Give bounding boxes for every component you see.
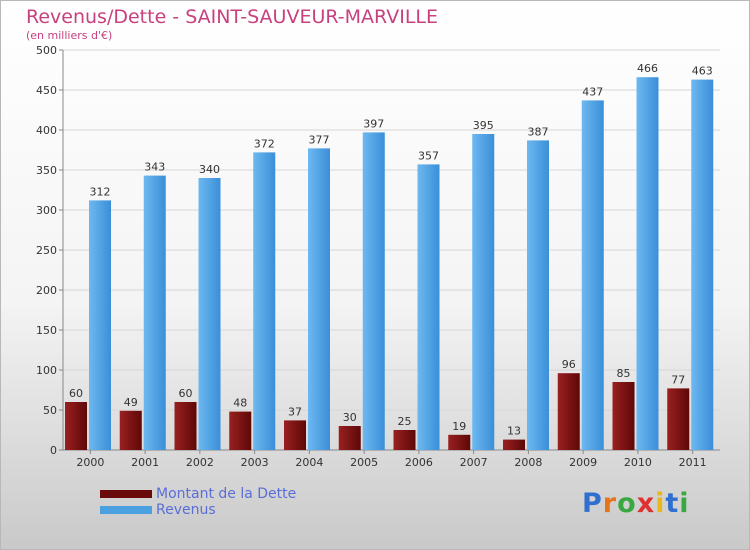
logo-letter: o — [617, 488, 637, 519]
bar-revenus-2006 — [417, 164, 440, 450]
bar-dette-2009 — [557, 373, 580, 450]
data-label-dette-2010: 85 — [617, 367, 631, 380]
data-label-revenus-2008: 387 — [528, 125, 549, 138]
bar-revenus-2001 — [143, 175, 166, 450]
logo-letter: t — [665, 488, 680, 519]
logo-letter: x — [636, 488, 656, 519]
legend-swatch-revenus — [100, 506, 152, 514]
y-tick-label: 50 — [43, 404, 57, 417]
logo-letter: i — [655, 488, 666, 519]
bar-dette-2002 — [174, 402, 197, 450]
x-tick-label-2000: 2000 — [76, 456, 104, 469]
x-tick-label-2005: 2005 — [350, 456, 378, 469]
bar-dette-2008 — [503, 439, 525, 450]
bar-revenus-2005 — [362, 132, 385, 450]
data-label-revenus-2005: 397 — [363, 117, 384, 130]
data-label-revenus-2009: 437 — [582, 85, 603, 98]
data-label-dette-2005: 30 — [343, 411, 357, 424]
data-label-dette-2007: 19 — [452, 420, 466, 433]
proxiti-logo: Proxiti — [582, 488, 690, 519]
bar-revenus-2002 — [198, 178, 221, 450]
data-label-revenus-2003: 372 — [254, 137, 275, 150]
y-tick-label: 350 — [36, 164, 57, 177]
legend: Montant de la Dette Revenus — [100, 486, 296, 518]
y-tick-label: 300 — [36, 204, 57, 217]
logo-letter: i — [679, 488, 690, 519]
x-tick-label-2004: 2004 — [295, 456, 323, 469]
bar-dette-2000 — [65, 402, 87, 450]
x-tick-label-2003: 2003 — [241, 456, 269, 469]
data-label-dette-2000: 60 — [69, 387, 83, 400]
y-tick-label: 250 — [36, 244, 57, 257]
legend-item-revenus: Revenus — [100, 502, 296, 518]
axes: 0 50 100 150 200 250 300 350 400 450 500 2000 2001 20… — [36, 44, 720, 469]
data-label-dette-2011: 77 — [671, 373, 685, 386]
grid-lines — [63, 49, 720, 451]
data-label-dette-2004: 37 — [288, 405, 302, 418]
data-label-revenus-2004: 377 — [309, 133, 330, 146]
x-tick-label-2009: 2009 — [569, 456, 597, 469]
y-tick-label: 500 — [36, 44, 57, 57]
data-label-revenus-2007: 395 — [473, 119, 494, 132]
logo-letter: P — [582, 488, 603, 519]
chart-subtitle: (en milliers d'€) — [26, 29, 113, 42]
bar-dette-2007 — [448, 434, 471, 450]
bar-revenus-2008 — [527, 140, 549, 450]
y-tick-label: 200 — [36, 284, 57, 297]
bar-dette-2010 — [612, 382, 635, 450]
bar-revenus-2003 — [253, 152, 276, 450]
y-tick-label: 0 — [50, 444, 57, 457]
bar-dette-2003 — [229, 411, 252, 450]
bar-revenus-2009 — [581, 100, 604, 451]
y-tick-label: 400 — [36, 124, 57, 137]
data-label-revenus-2006: 357 — [418, 149, 439, 162]
data-label-revenus-2000: 312 — [90, 185, 111, 198]
legend-item-dette: Montant de la Dette — [100, 486, 296, 502]
data-label-revenus-2010: 466 — [637, 62, 658, 75]
y-tick-label: 450 — [36, 84, 57, 97]
bar-dette-2006 — [393, 430, 416, 450]
logo-letter: r — [602, 488, 618, 519]
data-label-dette-2003: 48 — [233, 397, 247, 410]
x-tick-label-2008: 2008 — [514, 456, 542, 469]
data-label-dette-2009: 96 — [562, 358, 576, 371]
data-label-revenus-2011: 463 — [692, 65, 713, 78]
data-label-dette-2002: 60 — [179, 387, 193, 400]
data-label-dette-2001: 49 — [124, 396, 138, 409]
bars — [65, 77, 714, 451]
bar-dette-2011 — [667, 388, 690, 450]
y-tick-label: 100 — [36, 364, 57, 377]
data-label-dette-2006: 25 — [398, 415, 412, 428]
bar-revenus-2000 — [89, 200, 111, 450]
bar-revenus-2010 — [636, 77, 659, 450]
legend-label-revenus: Revenus — [156, 502, 216, 518]
bar-revenus-2011 — [691, 79, 714, 450]
bar-dette-2004 — [284, 420, 306, 450]
legend-swatch-dette — [100, 490, 152, 498]
y-tick-label: 150 — [36, 324, 57, 337]
bar-revenus-2007 — [472, 134, 495, 450]
x-tick-label-2011: 2011 — [679, 456, 707, 469]
data-label-revenus-2002: 340 — [199, 163, 220, 176]
chart-title: Revenus/Dette - SAINT-SAUVEUR-MARVILLE — [26, 6, 438, 28]
data-label-dette-2008: 13 — [507, 425, 521, 438]
bar-revenus-2004 — [308, 148, 330, 450]
x-tick-label-2006: 2006 — [405, 456, 433, 469]
x-tick-label-2010: 2010 — [624, 456, 652, 469]
legend-label-dette: Montant de la Dette — [156, 486, 297, 502]
bar-dette-2001 — [119, 410, 142, 450]
data-label-revenus-2001: 343 — [144, 161, 165, 174]
x-tick-label-2002: 2002 — [186, 456, 214, 469]
x-tick-label-2007: 2007 — [460, 456, 488, 469]
data-labels: 60 312 49 343 60 340 48 372 37 377 30 397 25 357 19 395… — [69, 62, 713, 437]
x-tick-label-2001: 2001 — [131, 456, 159, 469]
bar-dette-2005 — [338, 426, 361, 450]
